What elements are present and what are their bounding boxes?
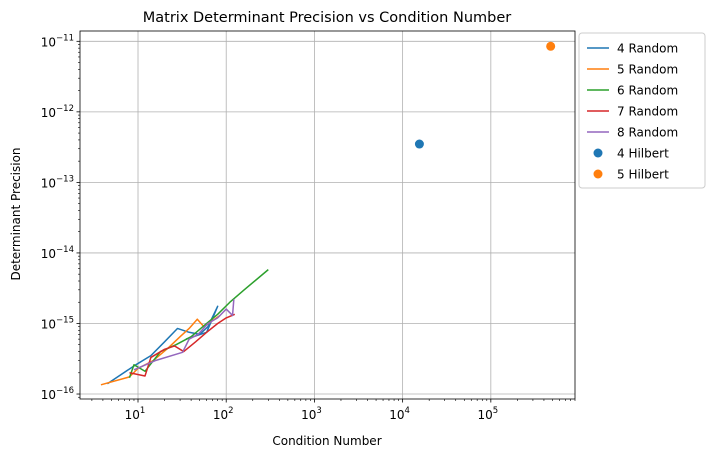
y-tick-label: 10−15 bbox=[41, 315, 74, 331]
x-axis-label: Condition Number bbox=[272, 434, 381, 448]
x-tick-label: 102 bbox=[213, 406, 234, 422]
y-tick-label-exponent: −12 bbox=[56, 104, 74, 114]
x-tick-label-base: 10 bbox=[389, 408, 404, 422]
scatter-point-4-hilbert bbox=[414, 139, 424, 149]
x-tick-label-exponent: 3 bbox=[316, 406, 321, 416]
series-layer bbox=[100, 41, 556, 386]
legend-label-4-random: 4 Random bbox=[617, 42, 678, 56]
chart-title: Matrix Determinant Precision vs Conditio… bbox=[143, 10, 512, 26]
plot-frame bbox=[79, 30, 576, 400]
y-tick-label-exponent: −14 bbox=[56, 245, 74, 255]
y-tick-label-base: 10 bbox=[41, 317, 56, 331]
legend: 4 Random 5 Random 6 Random 7 Random 8 Random… bbox=[578, 32, 706, 189]
y-tick-label-exponent: −13 bbox=[56, 174, 74, 184]
series-line-8-random bbox=[133, 299, 235, 371]
x-tick-label-base: 10 bbox=[477, 408, 492, 422]
legend-label-8-random: 8 Random bbox=[617, 126, 678, 140]
y-tick-label: 10−14 bbox=[41, 245, 74, 261]
legend-label-7-random: 7 Random bbox=[617, 105, 678, 119]
x-tick-label-exponent: 1 bbox=[140, 406, 145, 416]
grid-layer bbox=[80, 31, 575, 399]
y-tick-label: 10−11 bbox=[41, 33, 74, 49]
x-tick-label: 104 bbox=[389, 406, 410, 422]
series-line-6-random bbox=[128, 269, 269, 379]
y-tick-label: 10−13 bbox=[41, 174, 74, 190]
tick-layer: 101 102 103 104 10510−1610−1510−1410−1310−12… bbox=[41, 33, 498, 422]
x-tick-label-base: 10 bbox=[213, 408, 228, 422]
legend-label-4-hilbert: 4 Hilbert bbox=[617, 147, 669, 161]
x-tick-label: 105 bbox=[477, 406, 498, 422]
minor-tick-layer bbox=[78, 44, 576, 401]
x-tick-label-base: 10 bbox=[301, 408, 316, 422]
legend-label-5-hilbert: 5 Hilbert bbox=[617, 168, 669, 182]
scatter-point-5-hilbert bbox=[546, 41, 556, 51]
legend-swatch-5-hilbert bbox=[593, 169, 603, 179]
y-tick-label-exponent: −11 bbox=[56, 33, 74, 43]
y-axis-label: Determinant Precision bbox=[9, 147, 23, 280]
legend-box bbox=[578, 32, 706, 189]
legend-label-5-random: 5 Random bbox=[617, 63, 678, 77]
y-tick-label-base: 10 bbox=[41, 35, 56, 49]
series-line-4-random bbox=[106, 305, 219, 385]
y-tick-label-base: 10 bbox=[41, 106, 56, 120]
y-tick-label-base: 10 bbox=[41, 388, 56, 402]
y-tick-label: 10−12 bbox=[41, 104, 74, 120]
x-tick-label-exponent: 5 bbox=[493, 406, 498, 416]
legend-swatch-4-hilbert bbox=[593, 148, 603, 158]
x-tick-label: 101 bbox=[125, 406, 146, 422]
x-tick-label: 103 bbox=[301, 406, 322, 422]
x-tick-label-exponent: 2 bbox=[228, 406, 233, 416]
y-tick-label-exponent: −16 bbox=[56, 386, 74, 396]
x-tick-label-base: 10 bbox=[125, 408, 140, 422]
series-line-5-random bbox=[100, 314, 221, 386]
legend-label-6-random: 6 Random bbox=[617, 84, 678, 98]
y-tick-label-base: 10 bbox=[41, 247, 56, 261]
y-tick-label-base: 10 bbox=[41, 176, 56, 190]
y-tick-label-exponent: −15 bbox=[56, 315, 74, 325]
y-tick-label: 10−16 bbox=[41, 386, 74, 402]
x-tick-label-exponent: 4 bbox=[405, 406, 410, 416]
